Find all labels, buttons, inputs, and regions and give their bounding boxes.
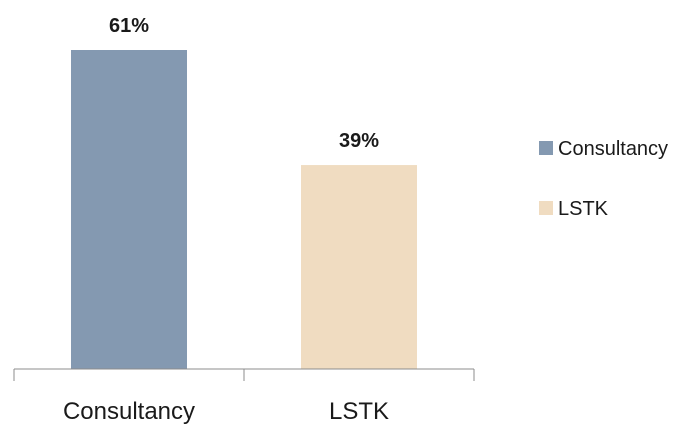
legend-swatch [539,141,553,155]
legend-label: LSTK [558,198,609,220]
bar-consultancy [71,50,187,369]
legend-item-lstk: LSTK [539,198,609,220]
legend: Consultancy LSTK [539,138,668,220]
data-label: 39% [339,130,379,152]
legend-item-consultancy: Consultancy [539,138,668,160]
x-axis [13,368,475,381]
data-labels-layer: 61% 39% [109,15,379,152]
bars-layer [71,50,417,369]
legend-label: Consultancy [558,138,668,160]
x-tick-label: Consultancy [63,398,195,424]
legend-swatch [539,201,553,215]
bar-lstk [301,165,417,369]
x-tick-label: LSTK [329,398,389,424]
x-tick-labels: Consultancy LSTK [63,398,389,425]
data-label: 61% [109,15,149,37]
